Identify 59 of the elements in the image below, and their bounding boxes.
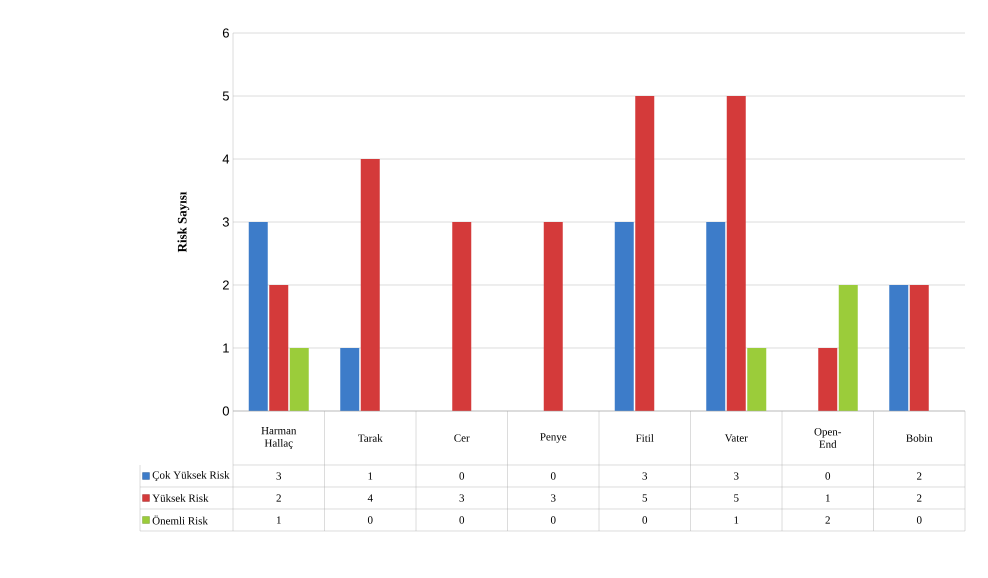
data-label: 0 bbox=[459, 516, 464, 524]
bar bbox=[889, 285, 908, 411]
data-label: 3 bbox=[734, 472, 739, 480]
data-label: 4 bbox=[368, 494, 373, 502]
x-tick-label: Vater bbox=[724, 434, 748, 442]
x-tick-label: Cer bbox=[454, 434, 470, 442]
data-label: 3 bbox=[276, 472, 282, 480]
data-label: 0 bbox=[642, 516, 648, 524]
data-label: 2 bbox=[826, 516, 830, 524]
y-axis-title: Risk Sayısı bbox=[177, 192, 190, 252]
bar bbox=[635, 96, 654, 411]
legend-label: Önemli Risk bbox=[152, 516, 208, 524]
y-tick-label: 5 bbox=[222, 91, 229, 101]
bar bbox=[726, 96, 746, 411]
y-tick-label: 2 bbox=[222, 280, 229, 290]
bar bbox=[340, 348, 360, 411]
legend-label: Yüksek Risk bbox=[152, 494, 209, 502]
bar bbox=[706, 222, 726, 411]
bar bbox=[452, 222, 472, 411]
bar bbox=[544, 222, 563, 411]
x-tick-label: Open-End bbox=[814, 428, 842, 448]
bar bbox=[269, 285, 288, 411]
x-tick-label: Penye bbox=[540, 433, 566, 443]
y-tick-label: 4 bbox=[222, 154, 230, 164]
x-tick-label: Harman Hallaç bbox=[261, 427, 296, 449]
data-label: 2 bbox=[917, 472, 922, 480]
bar bbox=[248, 222, 268, 411]
data-label: 0 bbox=[368, 516, 373, 524]
data-label: 5 bbox=[642, 494, 648, 502]
bar bbox=[818, 348, 838, 411]
y-tick-label: 3 bbox=[222, 217, 229, 227]
data-label: 0 bbox=[550, 516, 556, 524]
y-tick-label: 6 bbox=[222, 28, 229, 38]
y-tick-label: 0 bbox=[222, 406, 229, 416]
data-label: 3 bbox=[551, 494, 556, 502]
bar bbox=[360, 159, 380, 411]
bar bbox=[747, 348, 766, 411]
data-label: 1 bbox=[368, 472, 372, 480]
bar bbox=[614, 222, 634, 411]
bar bbox=[290, 348, 309, 411]
bar bbox=[838, 285, 858, 411]
data-label: 3 bbox=[460, 494, 464, 502]
legend-label: Çok Yüksek Risk bbox=[152, 471, 230, 481]
data-label: 0 bbox=[916, 516, 922, 524]
data-label: 2 bbox=[917, 494, 922, 502]
data-label: 2 bbox=[276, 494, 281, 502]
x-tick-label: Bobin bbox=[906, 434, 932, 442]
x-tick-label: Tarak bbox=[358, 434, 383, 442]
data-label: 0 bbox=[459, 472, 464, 480]
data-label: 5 bbox=[734, 494, 739, 502]
data-label: 3 bbox=[642, 472, 648, 480]
data-label: 1 bbox=[276, 516, 281, 524]
y-tick-label: 1 bbox=[223, 344, 229, 352]
bar bbox=[910, 285, 929, 411]
data-label: 0 bbox=[550, 472, 556, 480]
data-label: 0 bbox=[825, 472, 830, 480]
data-label: 1 bbox=[734, 516, 738, 524]
data-label: 1 bbox=[826, 494, 830, 502]
x-tick-label: Fitil bbox=[636, 434, 654, 442]
